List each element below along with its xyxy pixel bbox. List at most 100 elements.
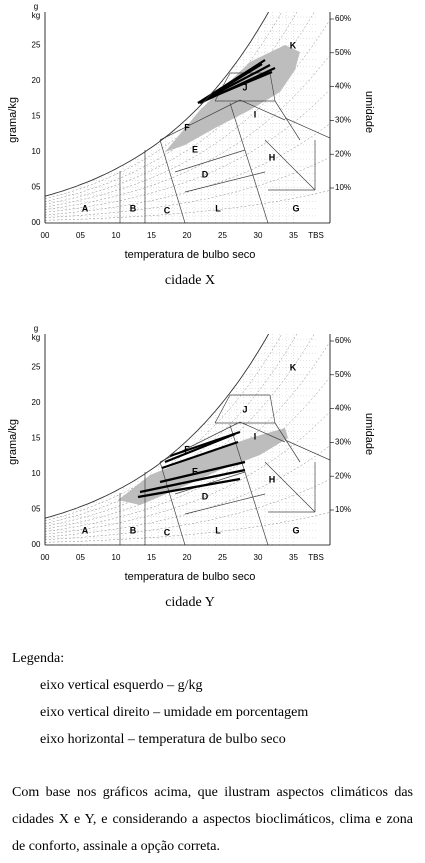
rh-curve <box>45 512 330 543</box>
zone-label: H <box>269 152 276 162</box>
chart: gkg 00 05 10 15 20 25 00 05 10 15 20 25 30 35 TBS 10% 20%… <box>7 2 375 288</box>
chart: gkg 00 05 10 15 20 25 00 05 10 15 20 25 30 35 TBS 10% 20%… <box>7 324 375 610</box>
x-tick-label: 00 <box>41 553 50 562</box>
y-unit: kg <box>32 11 40 20</box>
x-tick-label: 15 <box>147 553 156 562</box>
zone-line <box>264 139 316 191</box>
right-axis-title: umidade <box>363 91 375 133</box>
y-tick-label: 15 <box>32 434 41 443</box>
plot-area <box>45 12 330 223</box>
zone-label: F <box>184 122 190 132</box>
x-tick-label: 05 <box>76 553 85 562</box>
y-tick-label: 20 <box>32 398 41 407</box>
zone-label: D <box>202 169 209 179</box>
rh-curve <box>45 334 283 522</box>
legend-item: eixo vertical direito – umidade em porce… <box>40 705 309 720</box>
zone-label: B <box>130 525 137 535</box>
data-line <box>139 468 246 494</box>
zone-line <box>229 424 269 545</box>
zone-line <box>284 439 330 461</box>
zone-line <box>269 394 276 424</box>
y-tick-label: 00 <box>32 540 41 549</box>
zone-line <box>159 461 186 545</box>
zone-label: A <box>82 525 89 535</box>
rh-curve <box>45 446 330 538</box>
question-text: Com base nos gráficos acima, que ilustra… <box>12 785 413 854</box>
data-line <box>161 440 239 470</box>
saturation-curve <box>45 12 270 197</box>
zone-label: E <box>192 144 198 154</box>
legend-title: Legenda: <box>12 651 65 666</box>
saturation-curve <box>45 334 270 519</box>
zone-label: G <box>292 525 299 535</box>
zone-label: J <box>242 404 247 414</box>
zone-label: K <box>290 40 297 50</box>
zone-label: L <box>215 203 221 213</box>
rh-curve <box>45 412 330 535</box>
rh-curve <box>45 12 315 205</box>
zone-line <box>159 99 241 141</box>
x-tick-label: 35 <box>289 553 298 562</box>
rh-tick-label: 30% <box>335 438 351 447</box>
x-tick-label: 20 <box>183 553 192 562</box>
data-line <box>137 477 241 499</box>
y-tick-label: 25 <box>32 363 41 372</box>
zone-label: E <box>192 466 198 476</box>
zone-line <box>274 100 301 141</box>
zone-label: C <box>164 527 171 537</box>
rh-tick-label: 50% <box>335 48 351 57</box>
y-tick-label: 10 <box>32 469 41 478</box>
rh-curve <box>45 124 330 216</box>
y-axis-title: grama/kg <box>7 97 19 143</box>
rh-tick-label: 40% <box>335 404 351 413</box>
x-tick-label: 30 <box>254 553 263 562</box>
x-axis-title: temperatura de bulbo seco <box>125 249 256 261</box>
data-line <box>159 460 246 484</box>
legend-item: eixo vertical esquerdo – g/kg <box>40 678 203 693</box>
zone-label: H <box>269 474 276 484</box>
y-unit: g <box>34 2 38 11</box>
x-tick-label: 25 <box>218 231 227 240</box>
rh-tick-label: 10% <box>335 183 351 192</box>
x-tick-label: 15 <box>147 231 156 240</box>
rh-curve <box>45 479 330 540</box>
zone-label: D <box>202 491 209 501</box>
x-tick-label: 00 <box>41 231 50 240</box>
zone-line <box>214 394 231 424</box>
x-tick-label: 05 <box>76 231 85 240</box>
zone-label: G <box>292 203 299 213</box>
x-axis-title: temperatura de bulbo seco <box>125 571 256 583</box>
zone-line <box>239 421 286 443</box>
x-tick-label: TBS <box>308 553 324 562</box>
zone-label: J <box>242 82 247 92</box>
zone-label: K <box>290 362 297 372</box>
rh-tick-label: 30% <box>335 116 351 125</box>
x-tick-label: 25 <box>218 553 227 562</box>
x-tick-label: 10 <box>112 553 121 562</box>
right-axis-title: umidade <box>363 413 375 455</box>
zone-line <box>159 139 186 223</box>
y-unit: kg <box>32 333 40 342</box>
y-tick-label: 10 <box>32 147 41 156</box>
rh-tick-label: 60% <box>335 14 351 23</box>
rh-curve <box>45 12 283 200</box>
rh-tick-label: 60% <box>335 336 351 345</box>
rh-curve <box>45 190 330 221</box>
data-line <box>199 63 263 103</box>
mask <box>45 334 269 519</box>
caption: cidade X <box>165 273 215 288</box>
zone-label: A <box>82 203 89 213</box>
zone-label: C <box>164 205 171 215</box>
zone-line <box>284 117 330 139</box>
zone-line <box>174 149 246 173</box>
y-tick-label: 05 <box>32 183 41 192</box>
y-tick-label: 15 <box>32 112 41 121</box>
zone-line <box>184 493 266 515</box>
zone-line <box>229 102 269 223</box>
plot-area <box>45 334 330 545</box>
rh-tick-label: 40% <box>335 82 351 91</box>
y-tick-label: 25 <box>32 41 41 50</box>
rh-curve <box>45 90 330 213</box>
